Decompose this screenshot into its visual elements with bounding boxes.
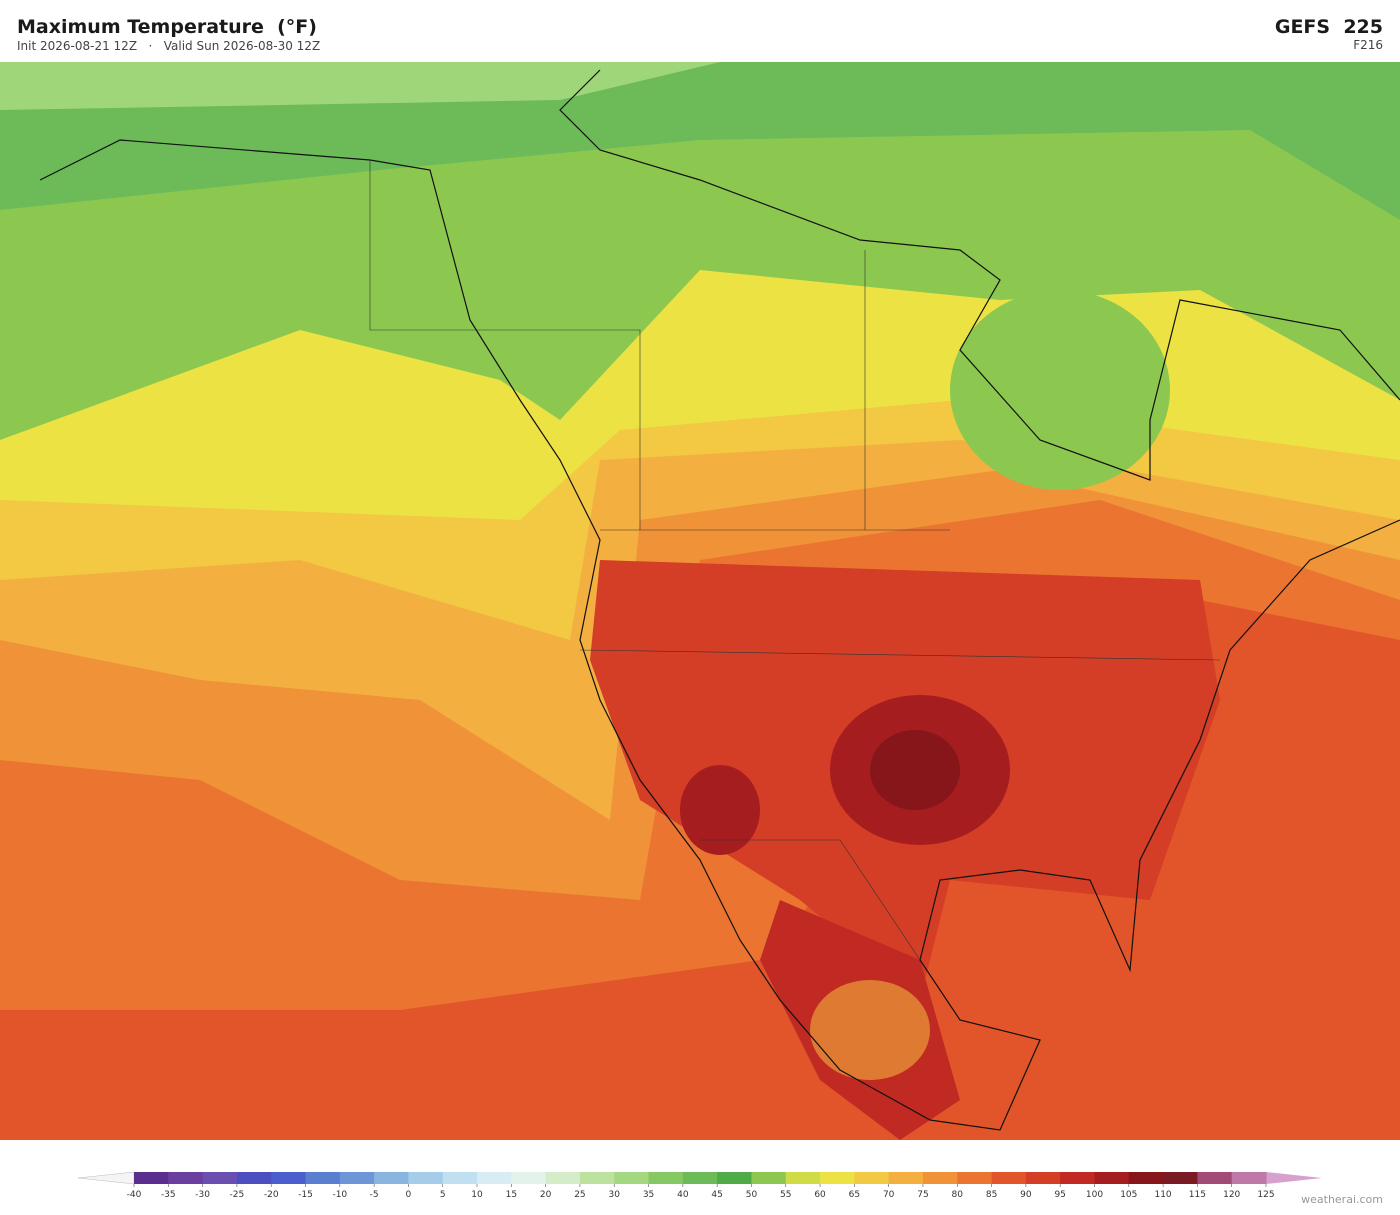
colorbar-tick-label: 80 (952, 1190, 964, 1200)
colorbar-bin (442, 1172, 478, 1184)
colorbar-bin (545, 1172, 581, 1184)
map-field (950, 290, 1170, 490)
colorbar-tick-label: 125 (1257, 1190, 1274, 1200)
colorbar-tick-label: 85 (986, 1190, 997, 1200)
colorbar-tick-label: -20 (264, 1190, 279, 1200)
colorbar-tick-label: 105 (1120, 1190, 1137, 1200)
colorbar-tick-label: 120 (1223, 1190, 1240, 1200)
colorbar-bin (1231, 1172, 1267, 1184)
colorbar-bin (648, 1172, 684, 1184)
colorbar-bin (1060, 1172, 1095, 1184)
model-label: GEFS 225 (1274, 16, 1383, 38)
subtitle: Init 2026-08-21 12Z · Valid Sun 2026-08-… (17, 39, 321, 53)
title: Maximum Temperature (°F) (17, 16, 317, 38)
colorbar-tick-label: 15 (506, 1190, 517, 1200)
colorbar-bin (134, 1172, 169, 1184)
colorbar-tick-label: 25 (574, 1190, 585, 1200)
colorbar-bin (408, 1172, 444, 1184)
colorbar-tick-label: -10 (332, 1190, 347, 1200)
colorbar-bin (236, 1172, 272, 1184)
colorbar-tick-label: 45 (711, 1190, 722, 1200)
colorbar-bin (1094, 1172, 1130, 1184)
colorbar-bin (888, 1172, 924, 1184)
colorbar-bin (202, 1172, 238, 1184)
colorbar-bin (271, 1172, 307, 1184)
colorbar-tick-label: 100 (1086, 1190, 1103, 1200)
colorbar-bin (614, 1172, 650, 1184)
colorbar-tick-label: 65 (849, 1190, 860, 1200)
colorbar-tick-label: 55 (780, 1190, 791, 1200)
colorbar-tick-label: 60 (814, 1190, 826, 1200)
colorbar-bin (751, 1172, 787, 1184)
colorbar-tick-label: 95 (1054, 1190, 1065, 1200)
colorbar-bin (339, 1172, 375, 1184)
map (0, 62, 1400, 1140)
colorbar-bin (922, 1172, 958, 1184)
colorbar-tick-label: 70 (883, 1190, 895, 1200)
colorbar-tick-label: 30 (609, 1190, 621, 1200)
colorbar-tick-label: 50 (746, 1190, 758, 1200)
colorbar-tick-label: 40 (677, 1190, 689, 1200)
colorbar-bin (1163, 1172, 1198, 1184)
colorbar-tick-label: 5 (440, 1190, 446, 1200)
colorbar-bin (477, 1172, 512, 1184)
colorbar-bin (820, 1172, 855, 1184)
colorbar-tick-label: 90 (1020, 1190, 1032, 1200)
colorbar-tick-label: -5 (370, 1190, 379, 1200)
map-field (0, 62, 720, 110)
colorbar-bin (1025, 1172, 1061, 1184)
colorbar-bin (682, 1172, 718, 1184)
colorbar-bin (305, 1172, 341, 1184)
colorbar-tick-label: -15 (298, 1190, 313, 1200)
map-field (810, 980, 930, 1080)
coastline (39, 69, 1400, 1131)
colorbar-bin (168, 1172, 204, 1184)
credit: weatherai.com (1301, 1193, 1383, 1206)
colorbar-tick-label: 75 (917, 1190, 928, 1200)
colorbar-tick-label: -40 (127, 1190, 142, 1200)
border (369, 160, 1221, 961)
colorbar-tick-label: -30 (195, 1190, 210, 1200)
colorbar-bin (374, 1172, 409, 1184)
colorbar-tick-label: 0 (406, 1190, 412, 1200)
colorbar-bin (991, 1172, 1027, 1184)
colorbar-bin (579, 1172, 615, 1184)
colorbar-tick-label: -35 (161, 1190, 176, 1200)
colorbar-bin (717, 1172, 752, 1184)
colorbar-bin (511, 1172, 547, 1184)
colorbar-tick-label: -25 (230, 1190, 245, 1200)
colorbar-tick-label: 10 (471, 1190, 483, 1200)
colorbar-bin (785, 1172, 821, 1184)
colorbar-over (1266, 1172, 1322, 1184)
colorbar-bin (1128, 1172, 1164, 1184)
forecast-hour: F216 (1353, 38, 1383, 52)
colorbar-tick-label: 110 (1154, 1190, 1171, 1200)
colorbar: -40 -35 -30 -25 -20 -15 -10 -5 0 5 10 15 20 25 30 35 40 4… (77, 1171, 1322, 1200)
colorbar-under (77, 1171, 135, 1185)
colorbar-bin (957, 1172, 993, 1184)
colorbar-tick-label: 35 (643, 1190, 654, 1200)
colorbar-tick-label: 115 (1189, 1190, 1206, 1200)
map-field (680, 765, 760, 855)
colorbar-bin (854, 1172, 890, 1184)
colorbar-tick-label: 20 (540, 1190, 552, 1200)
colorbar-bin (1197, 1172, 1233, 1184)
map-field (870, 730, 960, 810)
